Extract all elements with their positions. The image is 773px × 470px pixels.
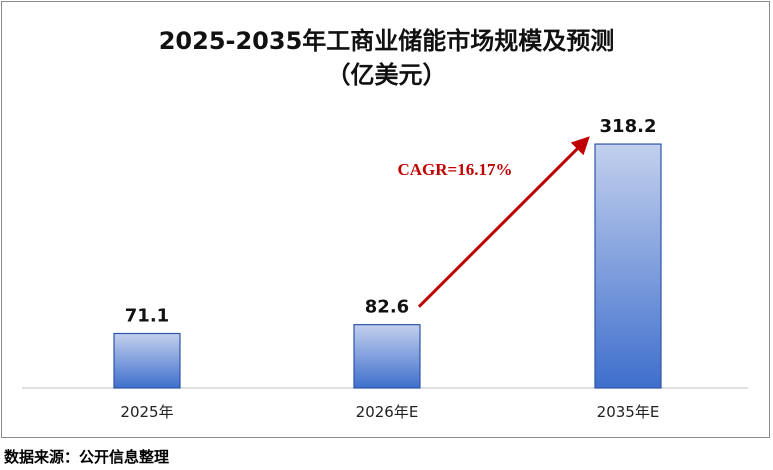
chart-subtitle: （亿美元） — [326, 61, 447, 89]
bar-chart: 71.1 2025年 82.6 2026年E 318.2 2035年E CAGR=16.1… — [22, 116, 748, 421]
chart-title: 2025-2035年工商业储能市场规模及预测 — [158, 27, 615, 55]
category-label-0: 2025年 — [120, 403, 173, 421]
source-note: 数据来源：公开信息整理 — [4, 448, 170, 466]
value-label-1: 82.6 — [365, 297, 409, 318]
value-label-0: 71.1 — [125, 305, 169, 326]
bar-2 — [594, 143, 662, 389]
category-label-2: 2035年E — [597, 403, 660, 421]
cagr-arrow — [417, 136, 590, 308]
category-label-1: 2026年E — [356, 403, 419, 421]
cagr-annotation: CAGR=16.17% — [398, 160, 513, 179]
bar-1 — [353, 324, 421, 389]
value-label-2: 318.2 — [600, 116, 657, 137]
bar-0 — [113, 332, 181, 389]
